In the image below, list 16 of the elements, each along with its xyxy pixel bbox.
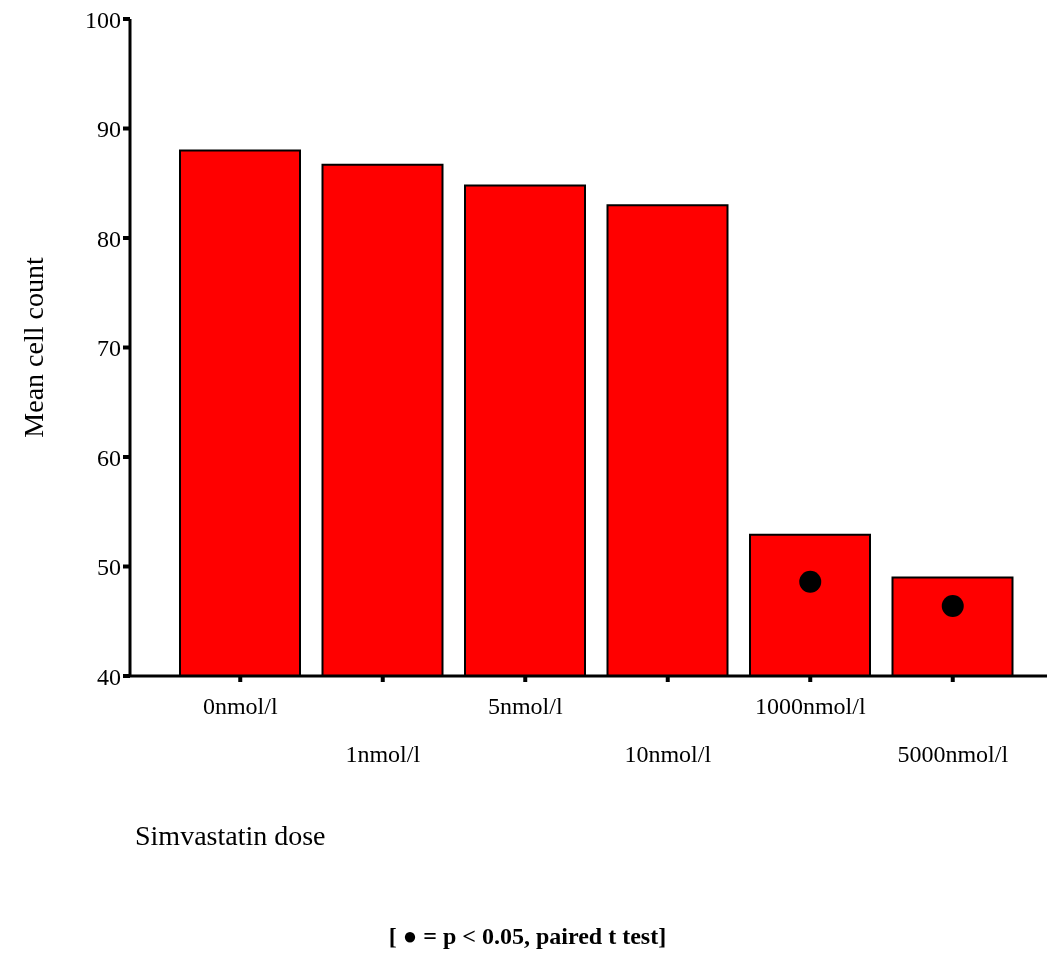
y-tick-label: 70 — [97, 335, 121, 362]
y-tick-label: 80 — [97, 225, 121, 252]
y-tick-label: 60 — [97, 444, 121, 471]
y-axis-title: Mean cell count — [17, 257, 49, 438]
x-tick-label: 5nmol/l — [487, 693, 563, 719]
text: [ ● = p < 0.05, paired t test] — [387, 923, 668, 950]
x-tick-label: 10nmol/l — [624, 741, 712, 767]
x-tick-label: 1nmol/l — [345, 741, 421, 767]
x-tick-label: 1000nmol/l — [754, 693, 866, 719]
y-tick-label: 90 — [97, 116, 121, 143]
x-tick-label: 5000nmol/l — [897, 741, 1009, 767]
y-tick-label: 100 — [85, 6, 121, 33]
y-tick-label: 50 — [97, 554, 121, 581]
x-axis-title: Simvastatin dose — [135, 820, 326, 852]
x-tick-label: 0nmol/l — [202, 693, 278, 719]
y-tick-label: 40 — [97, 663, 121, 690]
